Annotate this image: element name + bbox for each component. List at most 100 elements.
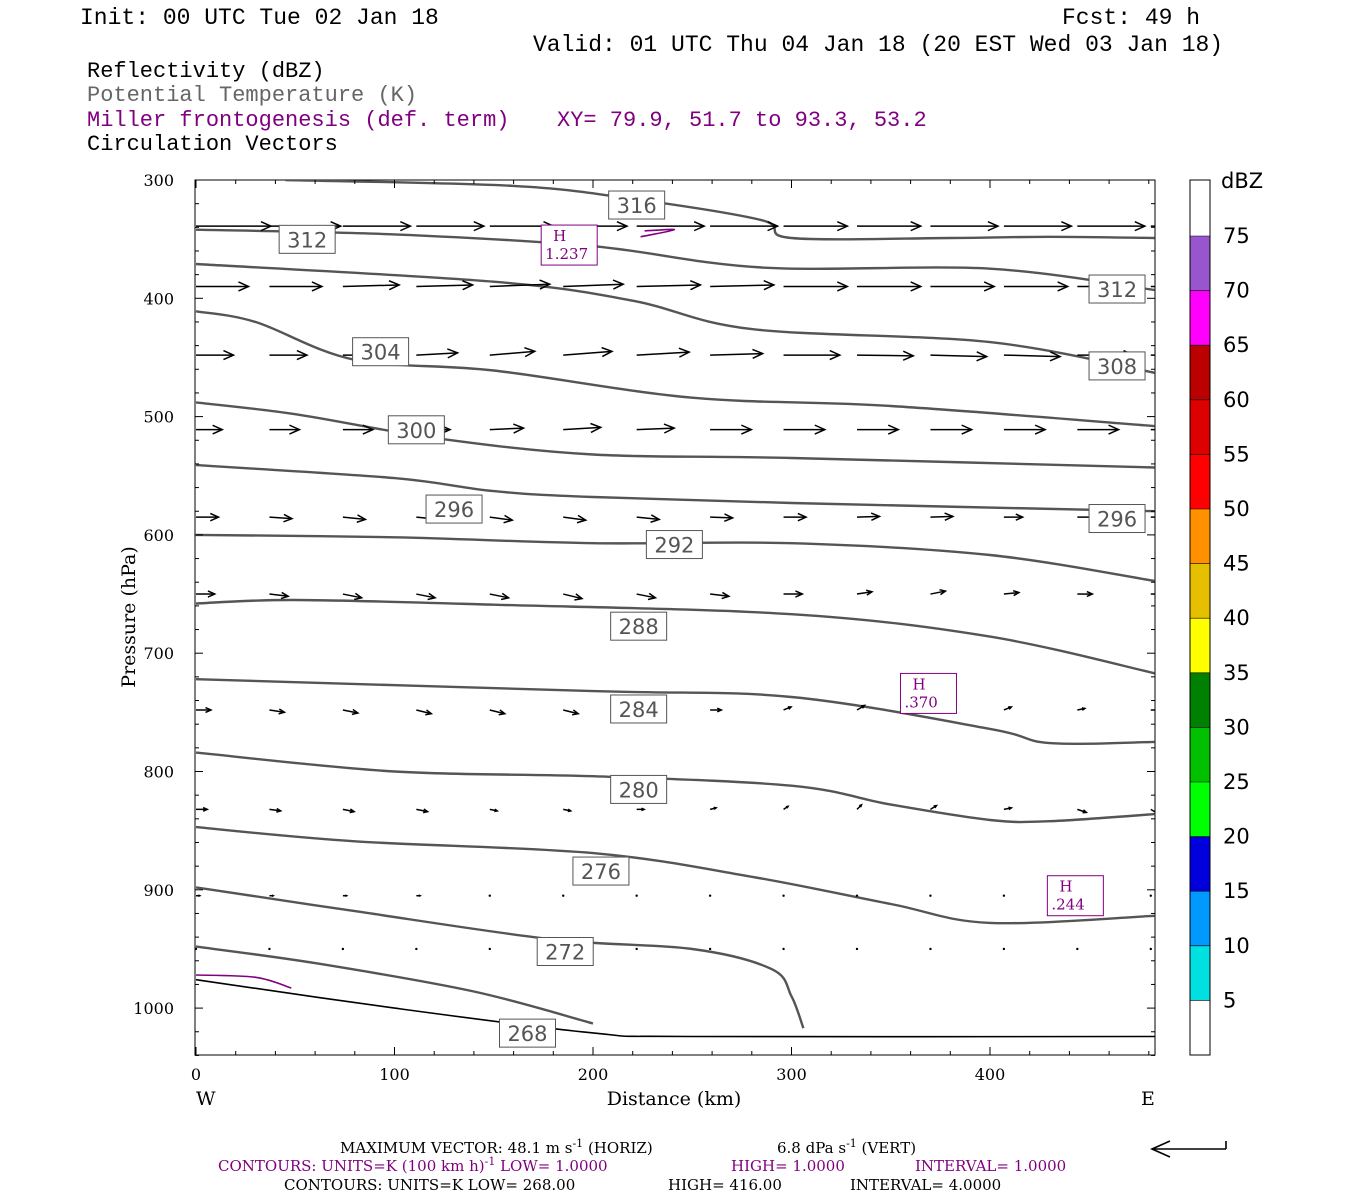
- miller-contours: [195, 228, 676, 989]
- theta-contour-300: [195, 401, 1155, 469]
- miller-max-value: 1.237: [545, 245, 588, 263]
- colorbar-segment: [1190, 945, 1210, 1001]
- circulation-vector-head: [663, 423, 677, 434]
- vector-dot: [929, 894, 932, 897]
- circulation-vector-head: [207, 590, 217, 598]
- colorbar-segment: [1190, 399, 1210, 455]
- circulation-vector: [416, 284, 473, 288]
- circulation-vector-head: [1012, 589, 1021, 597]
- valid-time: Valid: 01 UTC Thu 04 Jan 18 (20 EST Wed …: [533, 32, 1223, 58]
- circulation-vector: [342, 709, 359, 714]
- circulation-vector: [416, 352, 458, 356]
- ground-surface-line: [195, 978, 1155, 1038]
- contour-label: 312: [287, 228, 327, 252]
- title-reflectivity: Reflectivity (dBZ): [87, 59, 325, 84]
- circulation-vector-head: [713, 806, 718, 810]
- circulation-vector: [489, 283, 550, 288]
- circulation-vector-head: [447, 348, 460, 359]
- contour-label-box: [610, 694, 668, 724]
- circulation-vector-head: [1086, 590, 1095, 598]
- colorbar-segment: [1190, 509, 1210, 564]
- circulation-vector-head: [238, 281, 251, 292]
- forecast-hour: Fcst: 49 h: [1062, 5, 1200, 31]
- theta-contour-284: [195, 678, 1155, 746]
- contour-label-box: [1088, 504, 1146, 534]
- footer-miller-interval: INTERVAL= 1.0000: [915, 1157, 1066, 1175]
- circulation-vector: [1150, 808, 1155, 813]
- circulation-vector-head: [721, 591, 731, 600]
- circulation-vector-head: [1008, 806, 1014, 811]
- circulation-vector: [710, 593, 729, 598]
- circulation-vector-head: [572, 709, 581, 716]
- circulation-vector: [416, 709, 432, 715]
- circulation-vector-head: [829, 349, 842, 361]
- circulation-vector: [563, 283, 624, 288]
- circulation-vector-head: [425, 709, 434, 716]
- reference-vector-arrow: [1150, 1140, 1227, 1158]
- circulation-vector-head: [1156, 709, 1159, 711]
- colorbar-segment: [1190, 782, 1210, 837]
- vector-dot: [855, 894, 859, 897]
- circulation-vector: [416, 593, 436, 599]
- circulation-vector-head: [198, 894, 202, 898]
- contour-label: 312: [1097, 278, 1137, 302]
- title-theta: Potential Temperature (K): [87, 83, 417, 108]
- circulation-vector: [563, 516, 586, 521]
- circulation-vector: [636, 351, 690, 356]
- circulation-vector-head: [650, 514, 662, 523]
- contour-label-box: [387, 415, 445, 445]
- colorbar-segment: [1190, 236, 1210, 291]
- circulation-vector-head: [418, 894, 422, 898]
- colorbar-level-label: 55: [1223, 442, 1250, 466]
- circulation-vector-head: [612, 279, 626, 290]
- vector-dot: [488, 894, 491, 897]
- circulation-vector: [930, 354, 987, 358]
- circulation-vector-head: [1160, 592, 1165, 597]
- vector-dot: [1002, 894, 1006, 897]
- theta-contour-316: [285, 180, 1155, 241]
- circulation-vector-head: [351, 708, 360, 716]
- circulation-vector-head: [539, 279, 552, 290]
- circulation-vector: [636, 593, 656, 599]
- cross-section-xy: XY= 79.9, 51.7 to 93.3, 53.2: [557, 108, 927, 133]
- circulation-vector: [710, 284, 774, 288]
- circulation-vector-head: [498, 709, 507, 716]
- circulation-vector: [563, 593, 583, 600]
- colorbar-level-label: 40: [1223, 606, 1250, 630]
- circulation-vector-head: [1057, 281, 1070, 292]
- circulation-vector-head: [354, 592, 364, 601]
- contour-label-box: [610, 611, 668, 641]
- circulation-vector-head: [1108, 424, 1121, 435]
- circulation-vector-head: [1061, 220, 1074, 232]
- colorbar-level-label: 25: [1223, 770, 1250, 794]
- circulation-vector-head: [987, 220, 1000, 232]
- y-tick-label: 600: [143, 526, 174, 545]
- circulation-vector-head: [388, 280, 401, 291]
- circulation-vector-head: [473, 220, 486, 232]
- contour-label: 272: [545, 940, 585, 964]
- circulation-vector-head: [641, 807, 647, 812]
- init-time: Init: 00 UTC Tue 02 Jan 18: [80, 5, 439, 31]
- colorbar-level-label: 75: [1223, 224, 1250, 248]
- colorbar-level-label: 10: [1223, 934, 1250, 958]
- colorbar-level-label: 15: [1223, 879, 1250, 903]
- circulation-vector-head: [223, 349, 236, 361]
- circulation-vector-head: [939, 588, 948, 596]
- contour-label-box: [498, 1018, 556, 1048]
- circulation-vector-head: [276, 807, 283, 813]
- colorbar-segment: [1190, 1000, 1210, 1055]
- vector-dot: [1149, 894, 1152, 897]
- vector-dot: [562, 894, 565, 897]
- circulation-vector-head: [693, 220, 707, 232]
- circulation-vector-head: [910, 220, 923, 232]
- contour-label: 296: [434, 498, 474, 522]
- x-end-label-west: W: [196, 1088, 216, 1110]
- y-axis-label: Pressure (hPa): [118, 546, 140, 688]
- circulation-vector-head: [763, 280, 776, 291]
- circulation-vector-head: [616, 220, 629, 232]
- circulation-vector-head: [427, 592, 437, 601]
- colorbar-level-label: 20: [1223, 825, 1250, 849]
- circulation-vector-head: [865, 589, 874, 596]
- circulation-vector-head: [205, 706, 213, 714]
